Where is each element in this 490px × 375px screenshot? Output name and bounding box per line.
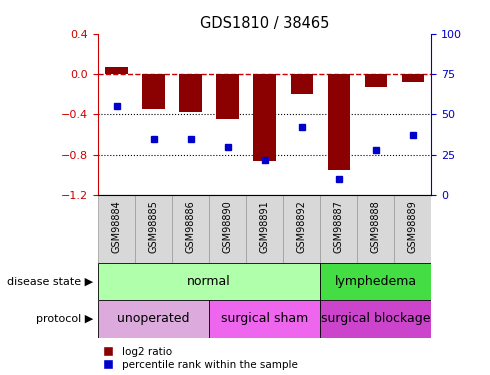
- Bar: [135, 195, 172, 262]
- Bar: [283, 195, 320, 262]
- Bar: [246, 195, 283, 262]
- Bar: [357, 195, 394, 262]
- Bar: [327, 74, 350, 170]
- Text: GSM98890: GSM98890: [222, 200, 233, 253]
- Text: GSM98891: GSM98891: [260, 200, 270, 253]
- Bar: [98, 262, 320, 300]
- Bar: [365, 74, 387, 87]
- Bar: [217, 74, 239, 119]
- Bar: [394, 195, 431, 262]
- Bar: [98, 300, 209, 338]
- Text: surgical blockage: surgical blockage: [321, 312, 430, 325]
- Text: normal: normal: [187, 275, 231, 288]
- Text: GSM98885: GSM98885: [148, 200, 159, 253]
- Legend: log2 ratio, percentile rank within the sample: log2 ratio, percentile rank within the s…: [103, 346, 298, 370]
- Text: surgical sham: surgical sham: [221, 312, 308, 325]
- Bar: [320, 300, 431, 338]
- Bar: [402, 74, 424, 82]
- Text: GSM98892: GSM98892: [296, 200, 307, 253]
- Text: protocol ▶: protocol ▶: [36, 314, 93, 324]
- Text: GSM98887: GSM98887: [334, 200, 343, 253]
- Title: GDS1810 / 38465: GDS1810 / 38465: [200, 16, 329, 31]
- Text: GSM98888: GSM98888: [370, 200, 381, 253]
- Text: unoperated: unoperated: [117, 312, 190, 325]
- Text: disease state ▶: disease state ▶: [7, 276, 93, 286]
- Bar: [105, 67, 127, 74]
- Text: GSM98889: GSM98889: [408, 200, 417, 253]
- Bar: [253, 74, 276, 161]
- Bar: [320, 262, 431, 300]
- Text: GSM98886: GSM98886: [186, 200, 196, 253]
- Bar: [320, 195, 357, 262]
- Bar: [172, 195, 209, 262]
- Text: lymphedema: lymphedema: [335, 275, 416, 288]
- Bar: [98, 195, 135, 262]
- Bar: [209, 300, 320, 338]
- Bar: [209, 195, 246, 262]
- Bar: [143, 74, 165, 110]
- Bar: [291, 74, 313, 94]
- Text: GSM98884: GSM98884: [112, 200, 122, 253]
- Bar: [179, 74, 202, 112]
